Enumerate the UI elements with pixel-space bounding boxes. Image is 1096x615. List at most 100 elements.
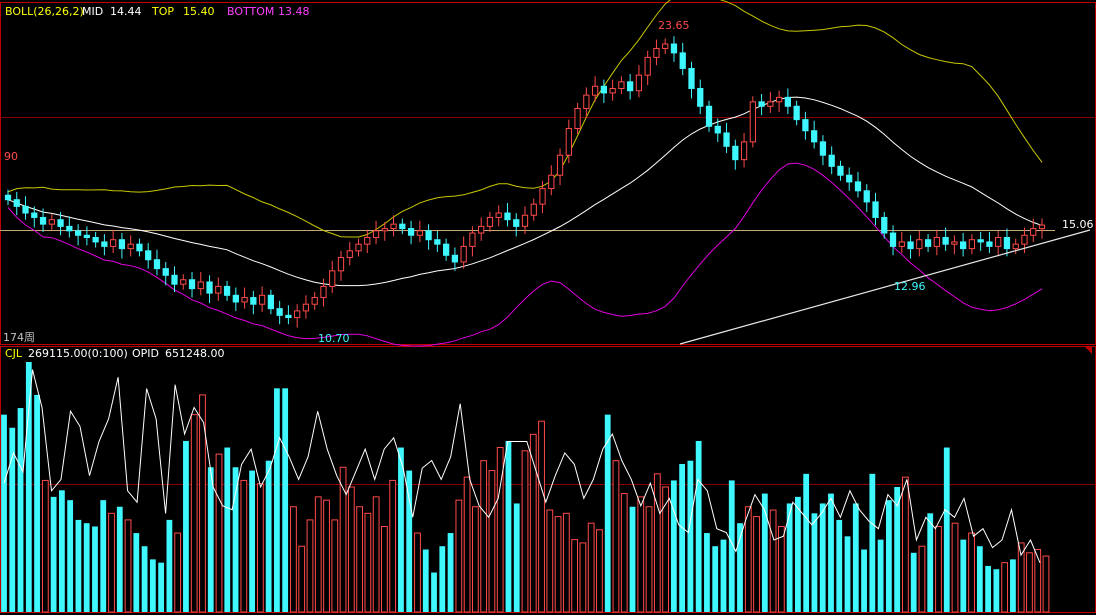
volume-bar [1001,562,1009,613]
volume-bar [67,500,74,612]
candle-body [732,145,739,161]
volume-bar [861,549,867,612]
volume-bar [141,546,148,612]
candle-body [407,228,415,236]
volume-bar [828,493,834,612]
candle-body [960,241,967,250]
candle-body [828,154,835,167]
volume-bar [224,447,231,612]
candle-body [364,236,371,245]
candle-body [793,105,800,121]
high-label: 23.65 [658,19,690,32]
top-value: 15.40 [183,5,215,18]
current-price-label: 15.06 [1062,218,1094,231]
volume-bar [687,460,694,612]
mid-value: 14.44 [110,5,142,18]
volume-bar [174,532,182,613]
volume-bar [505,440,512,612]
volume-bar [786,503,793,612]
volume-bar [463,476,471,613]
candle-body [416,230,423,236]
candle-body [504,212,511,221]
volume-bar [488,470,496,613]
candle-body [250,297,257,305]
volume-bar [943,447,950,612]
candle-body [889,232,897,247]
volume-bar [985,565,992,612]
volume-bar [753,516,760,613]
candle-body [565,128,572,156]
volume-bar [546,509,554,613]
volume-bar [795,496,801,612]
candle-body [460,245,467,263]
candle-body [4,194,12,201]
candle-body [48,219,55,225]
candle-body [83,234,90,238]
candle-body [39,216,47,225]
candle-body [101,241,108,247]
candle-body [223,285,231,296]
volume-bar [256,483,264,613]
candle-body [548,174,555,190]
volume-bar [240,479,248,613]
price-panel-frame [0,2,1096,345]
volume-bar [562,512,570,613]
volume-bar [902,476,909,613]
candle-body [110,239,117,247]
volume-bar [968,532,975,613]
volume-bar [9,427,16,612]
top-label: TOP [151,5,174,18]
volume-bar [852,503,859,612]
boll-mid-line [7,96,1043,287]
volume-bar [761,493,768,612]
candle-body [478,225,485,234]
volume-bar [496,447,504,613]
period-label: 174周 [3,331,35,344]
candle-body [320,285,327,299]
volume-bar [645,506,653,613]
volume-bar [290,506,297,613]
opid-line [3,369,1041,563]
volume-bar [124,519,132,613]
candle-body [968,239,976,250]
cjl-label: CJL [5,347,23,360]
candle-body [294,310,301,319]
volume-bar [836,519,843,612]
candle-body [434,239,441,245]
candle-body [197,281,204,290]
candle-body [443,243,450,256]
candle-body [381,228,388,232]
candle-body [180,279,187,285]
candle-body [600,85,607,94]
candle-body [31,212,38,218]
candle-body [758,101,765,107]
volume-bar [323,499,330,613]
volume-bar [116,506,123,612]
candle-body [1012,243,1019,250]
low-label: 10.70 [318,332,350,345]
candle-body [697,87,704,107]
candle-body [145,250,152,261]
candle-body [986,241,993,247]
boll-bottom-line [7,162,1043,347]
candle-body [583,94,590,110]
volume-bar [314,496,322,613]
candle-body [171,274,178,285]
volume-bar [265,460,272,612]
candle-body [942,236,949,245]
volume-bar [596,529,603,613]
candle-body [258,294,266,305]
volume-bar [364,512,372,613]
left-price-label: 90 [4,150,18,163]
candle-body [1038,224,1046,230]
volume-bar [521,450,529,613]
candle-body [802,119,809,132]
candle-body [267,294,275,310]
volume-bar [34,394,40,612]
candle-body [556,154,564,176]
candle-body [390,223,397,230]
panel-marker [1084,346,1092,354]
candle-body [705,105,713,127]
volume-bar [894,487,901,612]
volume-bar [83,523,90,612]
